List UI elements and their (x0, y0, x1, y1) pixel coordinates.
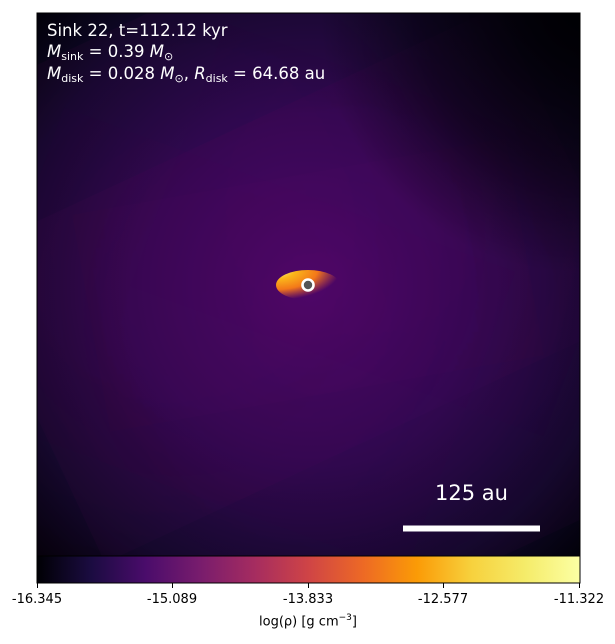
panel-title: Sink 22, t=112.12 kyr (47, 21, 228, 40)
disk-radius-value: 64.68 (252, 64, 300, 83)
sink-mass-value: 0.39 (107, 42, 145, 61)
sink-marker (301, 278, 315, 292)
colorbar-tick-label: -12.577 (417, 592, 469, 607)
scale-bar-label: 125 au (435, 481, 508, 505)
colorbar-tick-label: -15.089 (146, 592, 198, 607)
disk-radius-unit: au (304, 64, 326, 83)
disk-properties-label: Mdisk = 0.028 M⊙, Rdisk = 64.68 au (47, 64, 326, 85)
scale-bar (403, 525, 540, 532)
disk-mass-value: 0.028 (107, 64, 155, 83)
colorbar-title-text: log(ρ) [g cm (259, 614, 339, 630)
density-map (37, 13, 580, 556)
colorbar-title: log(ρ) [g cm−3] (259, 613, 357, 630)
colorbar-tick-label: -13.833 (282, 592, 334, 607)
sink-mass-label: Msink = 0.39 M⊙ (47, 42, 174, 63)
colorbar-tick-label: -11.322 (553, 592, 605, 607)
colorbar-ticks (37, 583, 580, 588)
colorbar-tick-label: -16.345 (11, 592, 63, 607)
colorbar (36, 555, 581, 584)
